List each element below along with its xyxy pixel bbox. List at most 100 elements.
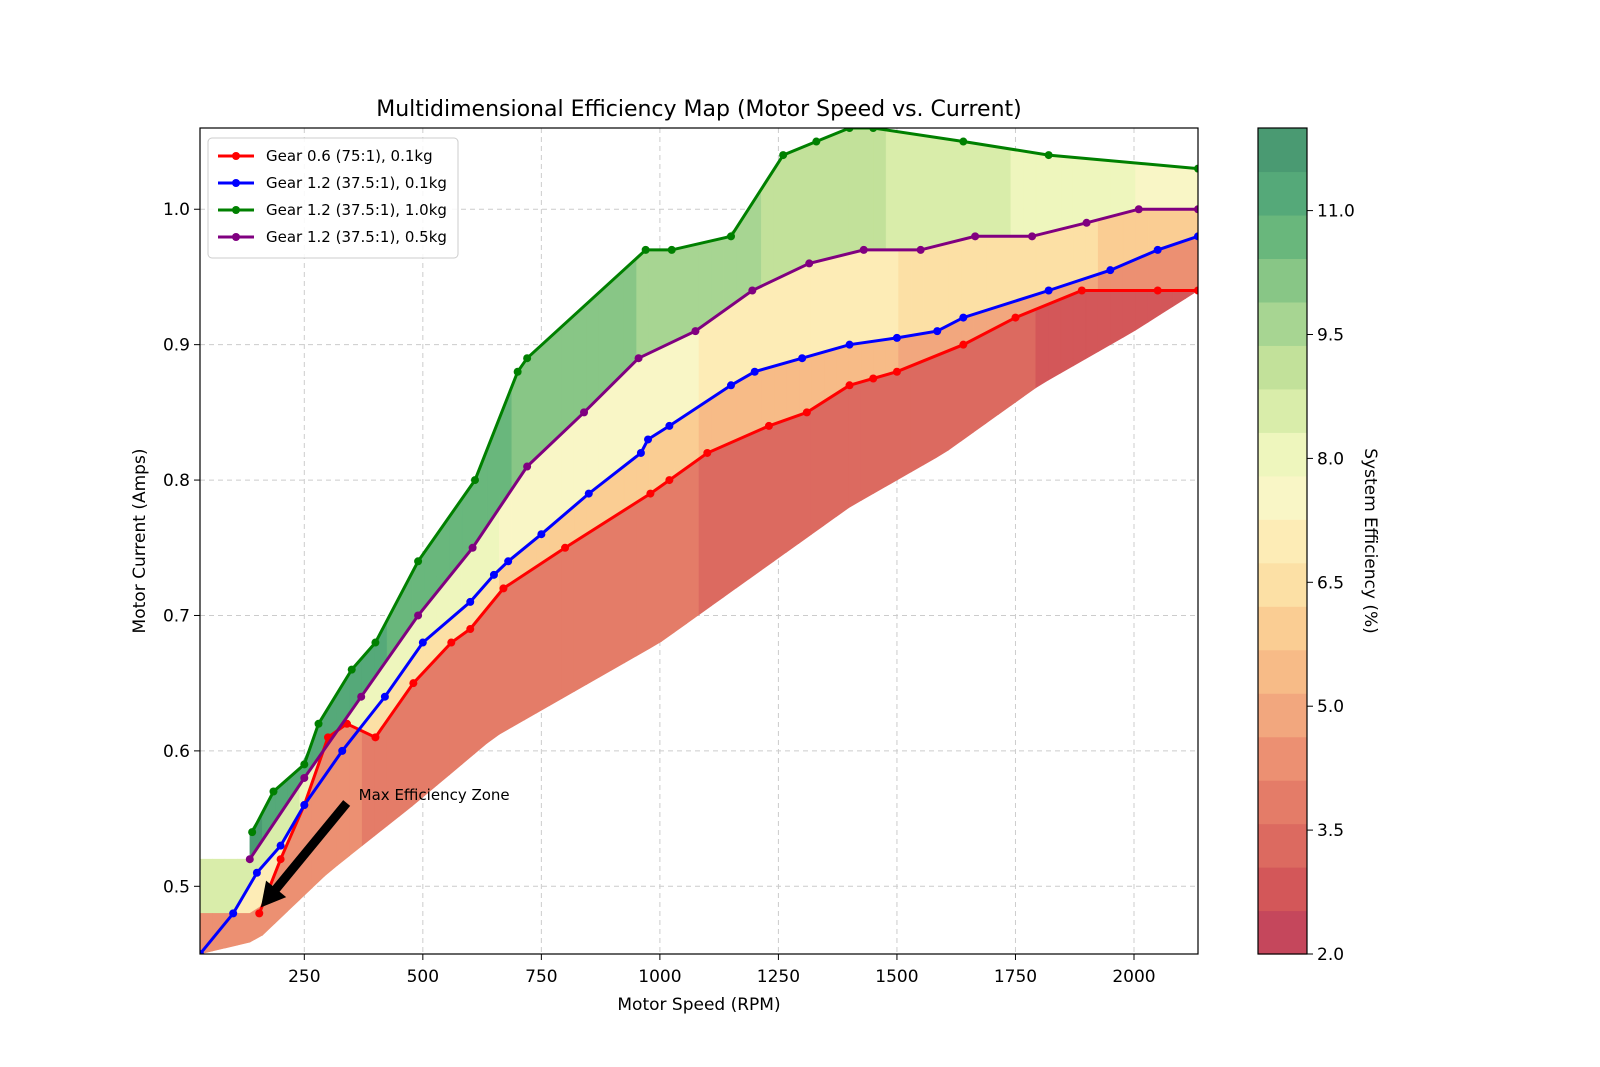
colorbar-step [1258, 780, 1307, 825]
efficiency-band [935, 137, 949, 247]
series-point-0 [447, 638, 456, 647]
series-point-0 [703, 448, 712, 457]
efficiency-band [848, 381, 862, 509]
series-point-1 [252, 868, 261, 877]
efficiency-band [736, 292, 750, 383]
efficiency-band [723, 227, 737, 312]
efficiency-band [1172, 290, 1186, 307]
efficiency-band [1072, 222, 1087, 283]
efficiency-band [798, 409, 812, 544]
series-point-2 [314, 719, 323, 728]
efficiency-band [723, 301, 737, 391]
plot-frame [199, 127, 1199, 955]
efficiency-band [573, 408, 588, 507]
efficiency-band [798, 262, 812, 360]
series-point-0 [646, 489, 655, 498]
colorbar-step [1258, 388, 1307, 433]
x-tick-label: 1750 [994, 967, 1037, 987]
annotation-text: Max Efficiency Zone [359, 786, 510, 804]
annotation-arrow [269, 800, 351, 896]
efficiency-band [598, 280, 612, 399]
efficiency-band [424, 657, 438, 797]
efficiency-band [798, 355, 812, 416]
efficiency-band [1160, 244, 1174, 291]
efficiency-band [973, 332, 987, 433]
colorbar-step [1258, 693, 1307, 738]
legend: Gear 0.6 (75:1), 0.1kg Gear 1.2 (37.5:1),… [207, 137, 459, 259]
series-point-0 [466, 625, 475, 634]
series-point-1 [933, 327, 942, 336]
efficiency-band [810, 401, 825, 536]
colorbar-step [1258, 171, 1307, 216]
efficiency-band [524, 565, 538, 721]
efficiency-band [786, 414, 800, 553]
efficiency-band [773, 419, 787, 562]
efficiency-band [536, 444, 550, 539]
series-point-2 [667, 245, 676, 254]
efficiency-band [860, 128, 874, 251]
efficiency-band [1147, 248, 1161, 291]
series-point-3 [523, 462, 532, 471]
efficiency-band [1072, 156, 1087, 227]
efficiency-band [773, 273, 787, 367]
efficiency-band [748, 428, 762, 580]
efficiency-band [1172, 166, 1186, 210]
colorbar-tick-label: 8.0 [1317, 449, 1344, 469]
efficiency-band [1010, 236, 1024, 303]
efficiency-band [748, 369, 762, 436]
series-point-3 [414, 611, 423, 620]
efficiency-band [873, 249, 887, 342]
series-point-3 [805, 259, 814, 268]
y-tick-label: 0.9 [163, 336, 190, 356]
series-point-3 [300, 773, 309, 782]
efficiency-band [461, 623, 475, 765]
efficiency-band [1010, 148, 1024, 237]
colorbar-step [1258, 823, 1307, 868]
efficiency-band [885, 129, 899, 251]
colorbar-step [1258, 867, 1307, 912]
efficiency-band [623, 501, 637, 664]
efficiency-band [761, 279, 775, 371]
efficiency-band [873, 339, 887, 379]
efficiency-band [873, 128, 887, 251]
efficiency-band [573, 533, 588, 692]
efficiency-band [773, 152, 787, 281]
efficiency-band [948, 138, 962, 244]
efficiency-band [686, 458, 700, 625]
colorbar-step [1258, 910, 1307, 955]
efficiency-band [1110, 212, 1124, 271]
efficiency-band [898, 131, 912, 251]
x-tick-label: 500 [407, 967, 439, 987]
legend-label: Gear 0.6 (75:1), 0.1kg [266, 147, 433, 165]
colorbar-step [1258, 432, 1307, 477]
legend-label: Gear 1.2 (37.5:1), 0.1kg [266, 174, 447, 192]
colorbar-step [1258, 128, 1307, 173]
efficiency-band [586, 291, 600, 411]
efficiency-band [810, 138, 825, 264]
efficiency-band [960, 338, 974, 442]
efficiency-band [998, 146, 1012, 237]
series-point-2 [513, 367, 522, 376]
chart-title: Multidimensional Efficiency Map (Motor S… [376, 97, 1022, 122]
series-point-1 [489, 570, 498, 579]
series-point-3 [748, 286, 757, 295]
efficiency-band [1147, 163, 1161, 210]
efficiency-band [748, 285, 762, 376]
annotation-arrowhead [260, 880, 287, 908]
efficiency-band [224, 913, 238, 949]
efficiency-band [723, 439, 737, 598]
series-point-1 [644, 435, 653, 444]
efficiency-band [511, 574, 525, 728]
efficiency-band [786, 148, 800, 275]
efficiency-band [1023, 308, 1037, 398]
efficiency-band [761, 423, 775, 571]
series-point-0 [409, 679, 418, 688]
efficiency-band [1010, 313, 1024, 407]
efficiency-band [573, 303, 588, 423]
series-line-3 [248, 207, 1198, 861]
series-point-0 [499, 584, 508, 593]
x-axis-label: Motor Speed (RPM) [617, 995, 780, 1015]
efficiency-band [561, 420, 575, 518]
colorbar-tick-label: 6.5 [1317, 573, 1344, 593]
series-point-1 [584, 489, 593, 498]
